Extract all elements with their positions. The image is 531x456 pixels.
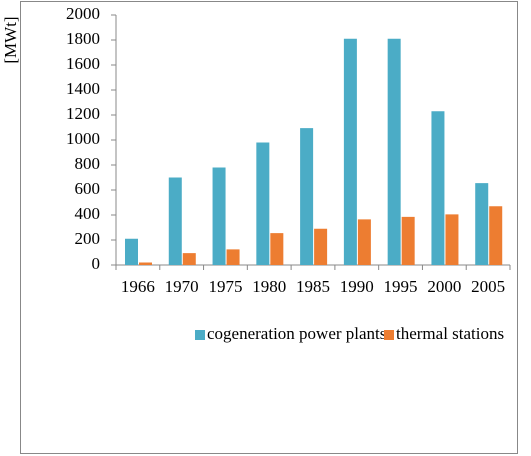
bar [431,111,445,265]
x-tick-label: 1990 [340,277,374,296]
bar [489,206,503,265]
x-tick-label: 2005 [471,277,505,296]
x-tick-label: 1975 [208,277,242,296]
bar [139,262,152,265]
bar [256,142,270,265]
x-tick-label: 1995 [384,277,418,296]
x-tick-label: 1970 [165,277,199,296]
x-tick-label: 1966 [121,277,155,296]
y-axis-label: [MWt] [1,16,20,63]
y-tick-label: 400 [75,204,101,223]
legend-swatch [384,330,394,340]
y-tick-label: 200 [75,229,101,248]
bar [182,253,196,265]
legend-label: cogeneration power plants [207,324,386,343]
x-tick-label: 1985 [296,277,330,296]
y-tick-label: 600 [75,179,101,198]
y-tick-label: 1600 [66,54,100,73]
bar [387,38,401,265]
bar [475,183,489,265]
y-tick-label: 2000 [66,4,100,23]
bar [125,238,138,265]
y-tick-label: 800 [75,154,101,173]
bar [343,38,357,265]
bar [226,249,240,265]
y-tick-label: 1800 [66,29,100,48]
legend-swatch [195,330,205,340]
y-tick-label: 1000 [66,129,100,148]
y-tick-label: 1200 [66,104,100,123]
bar [445,214,459,265]
y-tick-label: 0 [92,254,101,273]
bar [270,233,284,265]
bar [357,219,371,265]
bar [168,177,182,265]
y-tick-label: 1400 [66,79,100,98]
bar [212,167,226,265]
bar [401,216,415,265]
x-tick-label: 2000 [427,277,461,296]
legend-label: thermal stations [396,324,504,343]
x-tick-label: 1980 [252,277,286,296]
bar [300,128,314,265]
bar [314,228,328,265]
